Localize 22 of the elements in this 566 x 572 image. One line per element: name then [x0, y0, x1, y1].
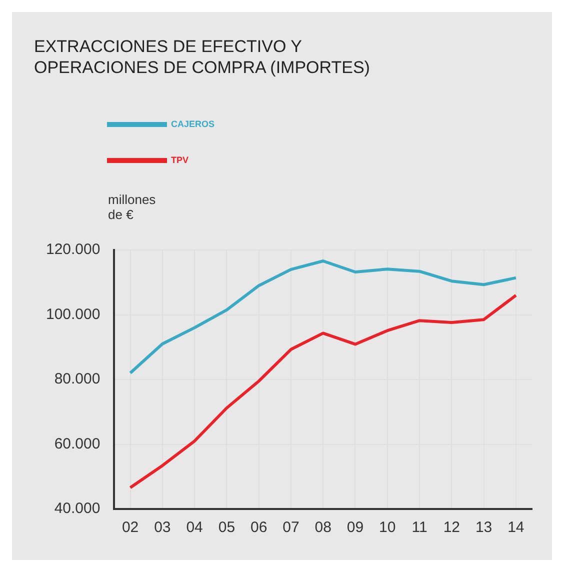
- x-tick-label: 05: [218, 519, 236, 536]
- x-tick-label: 04: [186, 519, 203, 536]
- y-tick-label: 100.000: [46, 306, 100, 323]
- x-tick-label: 06: [250, 519, 268, 536]
- y-tick-label: 60.000: [54, 435, 100, 452]
- x-tick-label: 12: [443, 519, 460, 536]
- x-tick-label: 09: [346, 519, 364, 536]
- y-tick-label: 120.000: [46, 241, 100, 258]
- text: TPV: [171, 155, 189, 165]
- x-tick-label: 13: [475, 519, 492, 536]
- y-tick-label: 40.000: [54, 500, 100, 518]
- x-tick-label: 03: [154, 519, 171, 536]
- y-axis-title: millones de €: [108, 192, 156, 222]
- x-tick-label: 14: [508, 519, 524, 536]
- x-tick-label: 11: [412, 519, 428, 536]
- chart-title: EXTRACCIONES DE EFECTIVO Y OPERACIONES DE COMPRA (IMPORTES): [34, 36, 370, 78]
- text: CAJEROS: [171, 119, 215, 129]
- x-tick-label: 08: [314, 519, 332, 536]
- y-tick-label: 80.000: [54, 370, 100, 388]
- x-tick-label: 10: [379, 519, 396, 536]
- x-tick-label: 02: [122, 519, 139, 536]
- x-tick-label: 07: [282, 519, 300, 536]
